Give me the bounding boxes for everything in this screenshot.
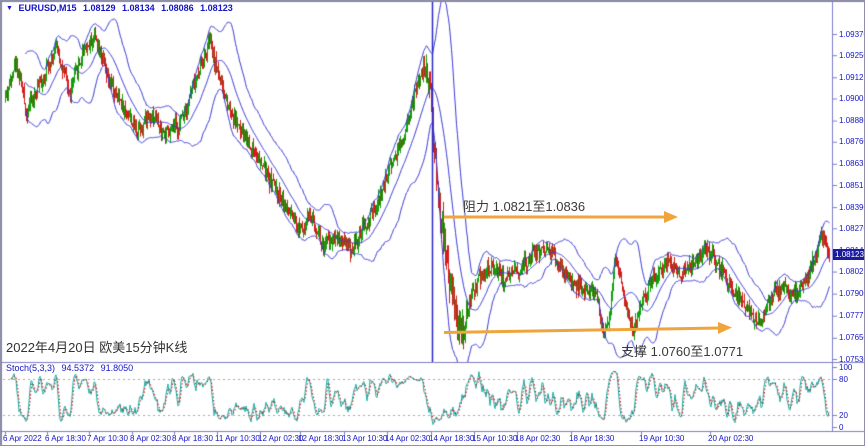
price-axis-label: 1.09250 [839,50,864,60]
time-axis-label: 12 Apr 02:30 [258,434,304,443]
price-axis-label: 1.07900 [839,289,864,299]
symbol-period-label: EURUSD,M15 [18,3,77,13]
stochastic-axis-label: 80 [839,374,848,384]
support-arrow[interactable] [444,320,736,340]
time-axis-label: 8 Apr 18:30 [172,434,213,443]
time-axis-label: 12 Apr 18:30 [298,434,344,443]
time-axis-label: 6 Apr 2022 [3,434,42,443]
indicator-signal-value: 91.8050 [100,363,134,373]
price-axis-label: 1.08270 [839,223,864,233]
time-axis-label: 15 Apr 10:30 [472,434,518,443]
stochastic-axis-label: 0 [839,422,844,432]
price-axis-label: 1.08515 [839,180,864,190]
price-axis-label: 1.08880 [839,116,864,126]
time-axis-label: 18 Apr 02:30 [515,434,561,443]
resistance-annotation[interactable]: 阻力 1.0821至1.0836 [463,199,586,214]
ohlc-high: 1.08134 [122,3,155,13]
chart-title: ▼ EURUSD,M15 1.08129 1.08134 1.08086 1.0… [6,3,233,13]
price-axis-label: 1.08760 [839,137,864,147]
indicator-name: Stoch(5,3,3) [6,363,56,373]
indicator-main-value: 94.5372 [61,363,95,373]
time-axis-label: 20 Apr 02:30 [708,434,754,443]
time-axis-label: 6 Apr 18:30 [45,434,86,443]
price-axis-label: 1.09370 [839,29,864,39]
ohlc-close: 1.08123 [200,3,233,13]
chart-caption[interactable]: 2022年4月20日 欧美15分钟K线 [6,340,188,355]
ohlc-open: 1.08129 [82,3,116,13]
price-axis-label: 1.09125 [839,72,864,82]
price-axis-label: 1.09005 [839,93,864,103]
time-axis-label: 19 Apr 10:30 [639,434,685,443]
time-axis-label: 18 Apr 18:30 [569,434,615,443]
current-price-tag: 1.08123 [833,248,864,260]
chevron-down-icon[interactable]: ▼ [6,5,13,12]
time-axis-label: 14 Apr 18:30 [429,434,475,443]
time-axis-label: 13 Apr 10:30 [342,434,388,443]
time-axis-label: 14 Apr 02:30 [385,434,431,443]
resistance-arrow[interactable] [444,209,680,225]
time-axis-label: 7 Apr 10:30 [87,434,128,443]
price-axis-label: 1.08025 [839,267,864,277]
ohlc-low: 1.08086 [161,3,194,13]
price-axis-label: 1.07775 [839,311,864,321]
time-axis-label: 11 Apr 10:30 [215,434,260,443]
time-axis-label: 8 Apr 02:30 [130,434,171,443]
price-axis-label: 1.07530 [839,354,864,364]
stochastic-axis-label: 20 [839,410,848,420]
stochastic-axis-label: 100 [839,362,853,372]
price-axis-label: 1.08390 [839,202,864,212]
indicator-label: Stoch(5,3,3) 94.5372 91.8050 [6,363,133,373]
price-axis-label: 1.08635 [839,159,864,169]
price-axis-label: 1.07650 [839,333,864,343]
support-annotation[interactable]: 支撑 1.0760至1.0771 [621,344,744,359]
